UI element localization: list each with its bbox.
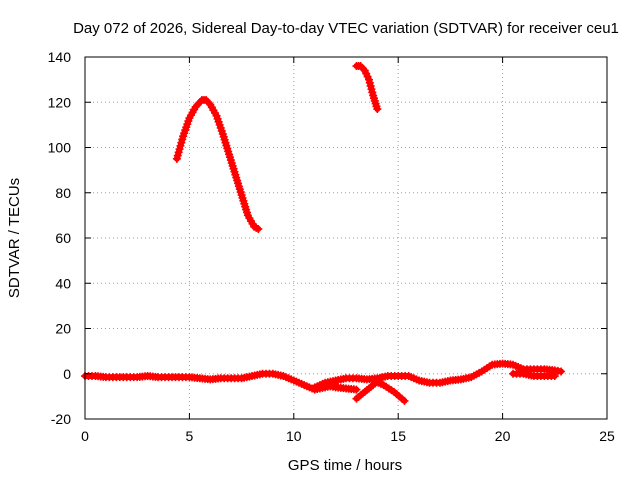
y-tick-label: 100 <box>48 140 72 156</box>
series-arc-7 <box>369 376 409 405</box>
data-point <box>352 385 361 394</box>
grid <box>85 57 607 419</box>
x-tick-label: 5 <box>186 428 194 444</box>
y-tick-label: 0 <box>63 366 71 382</box>
x-tick-label: 20 <box>495 428 511 444</box>
data-point <box>557 367 566 376</box>
x-axis-label: GPS time / hours <box>288 457 402 474</box>
x-tick-label: 15 <box>390 428 406 444</box>
y-tick-label: 40 <box>55 275 71 291</box>
x-tick-label: 10 <box>286 428 302 444</box>
y-tick-label: 60 <box>55 230 71 246</box>
data-point <box>400 396 409 405</box>
series-arc-8 <box>509 369 559 381</box>
y-tick-label: 120 <box>48 94 72 110</box>
y-axis-label: SDTVAR / TECUs <box>6 178 23 298</box>
data-point <box>550 372 559 381</box>
y-tick-label: 80 <box>55 185 71 201</box>
series-arc-2 <box>352 62 382 114</box>
y-tick-label: 20 <box>55 321 71 337</box>
x-tick-label: 25 <box>599 428 615 444</box>
series-arc-1 <box>172 95 263 233</box>
series-arc-5 <box>321 381 361 394</box>
y-tick-label: -20 <box>51 411 71 427</box>
data-series <box>81 62 566 405</box>
data-point <box>373 105 382 114</box>
y-tick-label: 140 <box>48 49 72 65</box>
series-arc-3 <box>81 369 340 394</box>
data-point <box>254 224 263 233</box>
chart-title: Day 072 of 2026, Sidereal Day-to-day VTE… <box>73 20 619 37</box>
x-tick-label: 0 <box>81 428 89 444</box>
axes: 0 5 10 15 20 25 -20 0 20 40 60 80 100 120 140 <box>48 49 615 444</box>
